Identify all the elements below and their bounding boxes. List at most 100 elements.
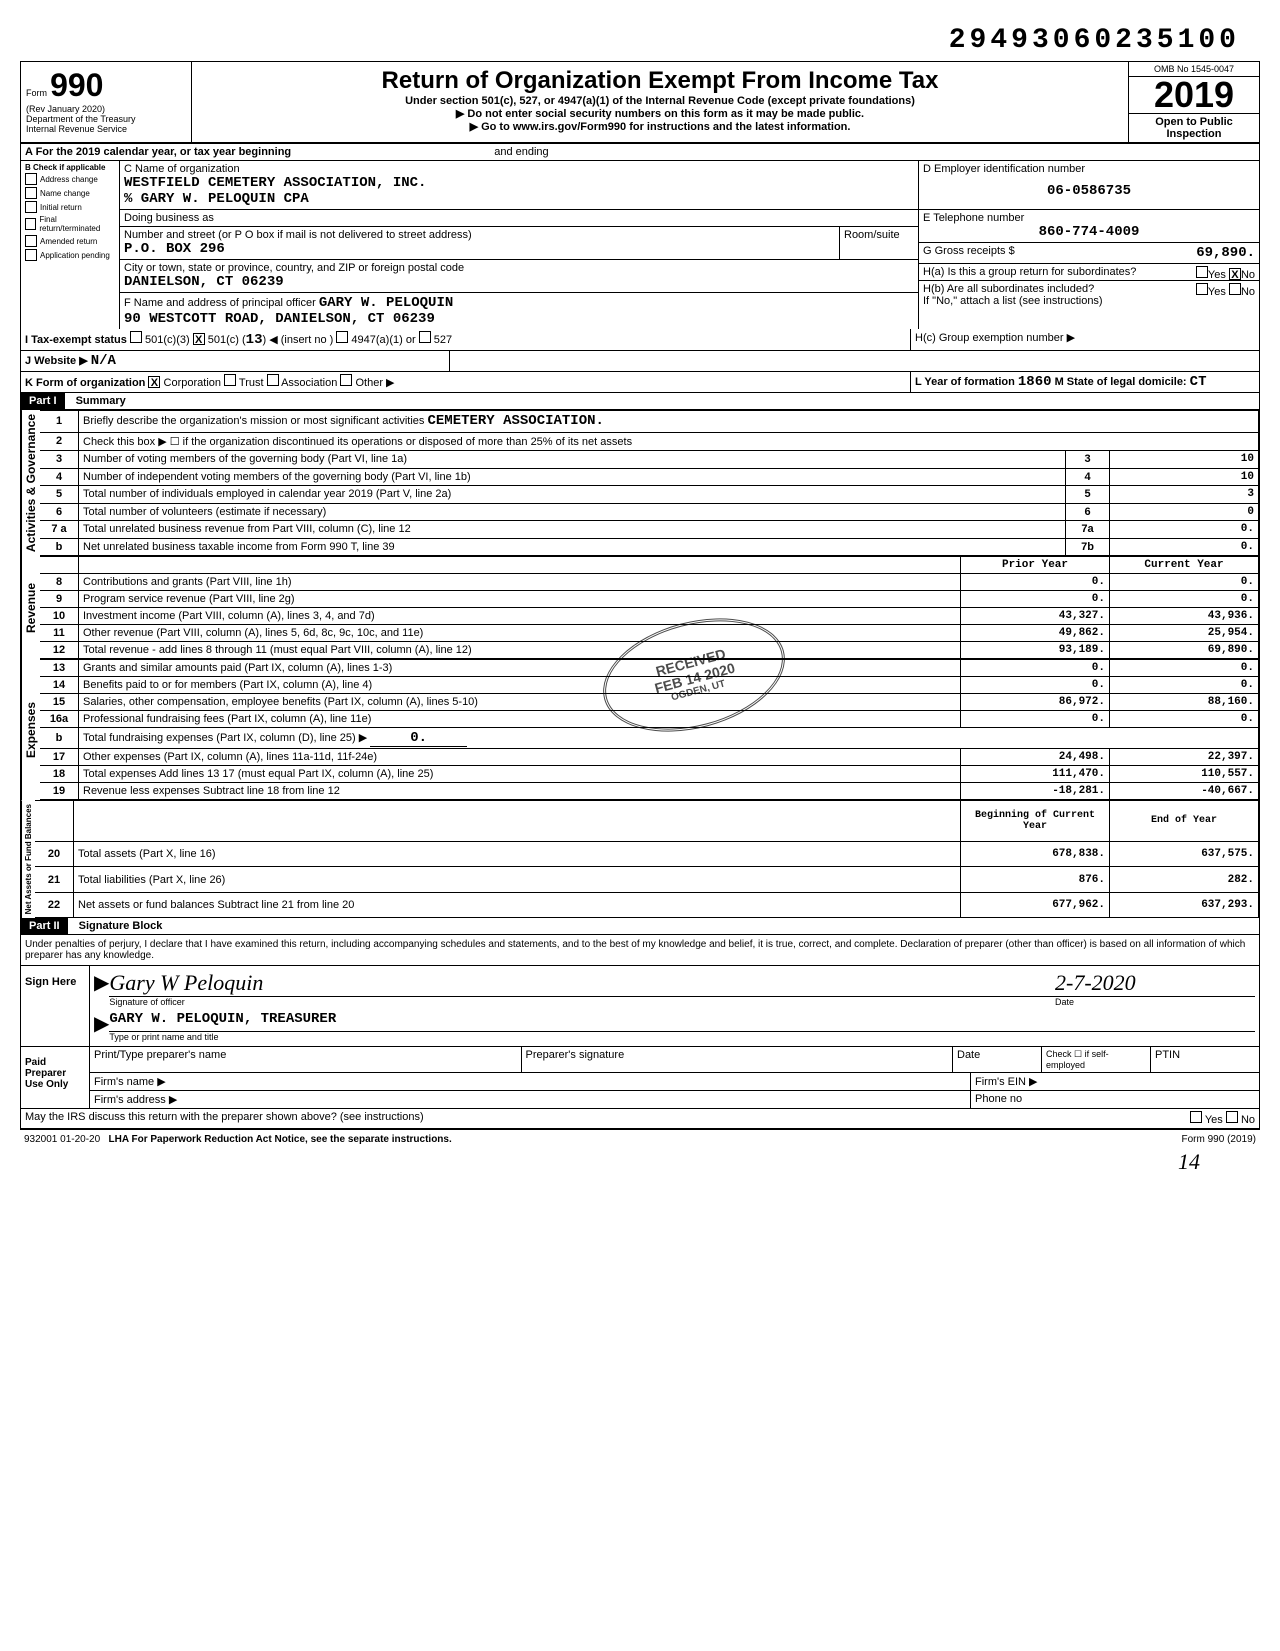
checkbox-initial[interactable]: [25, 201, 37, 213]
officer-label: F Name and address of principal officer: [124, 297, 316, 309]
website: N/A: [91, 353, 116, 369]
checkbox-name-change[interactable]: [25, 187, 37, 199]
k-corp: Corporation: [164, 377, 221, 389]
l10-num: 10: [40, 608, 79, 625]
hdr-current: Current Year: [1110, 557, 1259, 574]
l16b-text: Total fundraising expenses (Part IX, col…: [83, 732, 367, 744]
k-other: Other ▶: [355, 377, 394, 389]
checkbox-amended[interactable]: [25, 235, 37, 247]
l20-current: 637,575.: [1110, 841, 1259, 867]
l13-num: 13: [40, 660, 79, 677]
footer-code: 932001 01-20-20: [24, 1134, 100, 1145]
formation-year: 1860: [1018, 374, 1052, 390]
l17-num: 17: [40, 749, 79, 766]
form-note1: ▶ Do not enter social security numbers o…: [197, 107, 1123, 120]
l11-num: 11: [40, 625, 79, 642]
k-trust-checkbox[interactable]: [224, 374, 236, 386]
l5-box: 5: [1066, 486, 1110, 503]
l7a-num: 7 a: [40, 521, 79, 538]
l18-num: 18: [40, 766, 79, 783]
l9-current: 0.: [1110, 591, 1259, 608]
checkbox-address-change[interactable]: [25, 173, 37, 185]
k-assoc-checkbox[interactable]: [267, 374, 279, 386]
l18-current: 110,557.: [1110, 766, 1259, 783]
l17-prior: 24,498.: [961, 749, 1110, 766]
tax-year: 2019: [1129, 77, 1259, 113]
k-corp-checkbox[interactable]: X: [148, 376, 160, 388]
cb-label-name: Name change: [40, 189, 90, 198]
section-d-label: D Employer identification number: [923, 163, 1255, 175]
l22-num: 22: [35, 892, 74, 918]
ha-yes-checkbox[interactable]: [1196, 266, 1208, 278]
form-header: Form 990 (Rev January 2020) Department o…: [21, 62, 1259, 144]
l8-prior: 0.: [961, 574, 1110, 591]
l21-prior: 876.: [961, 867, 1110, 893]
checkbox-final[interactable]: [25, 218, 36, 230]
l2-text: Check this box ▶ ☐ if the organization d…: [79, 432, 1259, 451]
cb-label-application: Application pending: [40, 251, 110, 260]
l7b-box: 7b: [1066, 538, 1110, 556]
hb-no-checkbox[interactable]: [1229, 283, 1241, 295]
i-501c-checkbox[interactable]: X: [193, 333, 205, 345]
i-4947-checkbox[interactable]: [336, 331, 348, 343]
i-527-checkbox[interactable]: [419, 331, 431, 343]
l1-text: Briefly describe the organization's miss…: [83, 415, 424, 427]
room-label: Room/suite: [840, 227, 918, 259]
form-note2: ▶ Go to www.irs.gov/Form990 for instruct…: [197, 120, 1123, 133]
domicile-state: CT: [1190, 374, 1207, 390]
l14-prior: 0.: [961, 677, 1110, 694]
footer-lha: LHA For Paperwork Reduction Act Notice, …: [109, 1134, 452, 1145]
k-trust: Trust: [239, 377, 264, 389]
k-other-checkbox[interactable]: [340, 374, 352, 386]
ha-no-checkbox[interactable]: X: [1229, 268, 1241, 280]
firm-addr-label: Firm's address ▶: [90, 1091, 971, 1108]
l13-prior: 0.: [961, 660, 1110, 677]
section-b: B Check if applicable Address change Nam…: [21, 161, 120, 329]
l21-current: 282.: [1110, 867, 1259, 893]
name-title-label: Type or print name and title: [109, 1032, 1255, 1042]
l4-num: 4: [40, 468, 79, 485]
hb-label: H(b) Are all subordinates included?: [923, 283, 1094, 295]
i-501c3-checkbox[interactable]: [130, 331, 142, 343]
discuss-yes-checkbox[interactable]: [1190, 1111, 1202, 1123]
l21-num: 21: [35, 867, 74, 893]
l16a-num: 16a: [40, 711, 79, 728]
cb-label-final: Final return/terminated: [39, 215, 115, 233]
hdr-prior: Prior Year: [961, 557, 1110, 574]
vlabel-activities: Activities & Governance: [21, 410, 40, 556]
l12-current: 69,890.: [1110, 642, 1259, 659]
preparer-name-label: Print/Type preparer's name: [90, 1047, 522, 1072]
l6-val: 0: [1110, 503, 1259, 520]
l8-current: 0.: [1110, 574, 1259, 591]
section-k-label: K Form of organization: [25, 377, 145, 389]
part2-label: Part II: [21, 918, 68, 934]
part2-title: Signature Block: [71, 920, 163, 932]
l15-current: 88,160.: [1110, 694, 1259, 711]
footer-form: Form 990 (2019): [1182, 1134, 1256, 1145]
discuss-no-checkbox[interactable]: [1226, 1111, 1238, 1123]
l22-current: 637,293.: [1110, 892, 1259, 918]
checkbox-application[interactable]: [25, 249, 37, 261]
expenses-table: 13Grants and similar amounts paid (Part …: [40, 659, 1259, 800]
prep-date-label: Date: [953, 1047, 1042, 1072]
l3-val: 10: [1110, 451, 1259, 468]
l14-num: 14: [40, 677, 79, 694]
hb-yes-checkbox[interactable]: [1196, 283, 1208, 295]
hb-yes: Yes: [1208, 286, 1226, 298]
l7b-text: Net unrelated business taxable income fr…: [79, 538, 1066, 556]
form-dept: Department of the Treasury: [26, 114, 186, 124]
date-label: Date: [1055, 997, 1255, 1007]
l15-num: 15: [40, 694, 79, 711]
declaration-text: Under penalties of perjury, I declare th…: [21, 935, 1259, 966]
section-g-label: G Gross receipts $: [923, 245, 1015, 261]
l7b-val: 0.: [1110, 538, 1259, 556]
l11-prior: 49,862.: [961, 625, 1110, 642]
l14-text: Benefits paid to or for members (Part IX…: [79, 677, 961, 694]
i-opt1: 501(c)(3): [145, 334, 190, 346]
hb-no: No: [1241, 286, 1255, 298]
l17-text: Other expenses (Part IX, column (A), lin…: [79, 749, 961, 766]
section-a-ending: and ending: [494, 146, 548, 158]
section-a: A For the 2019 calendar year, or tax yea…: [21, 144, 1259, 161]
l7a-box: 7a: [1066, 521, 1110, 538]
l4-text: Number of independent voting members of …: [79, 468, 1066, 485]
